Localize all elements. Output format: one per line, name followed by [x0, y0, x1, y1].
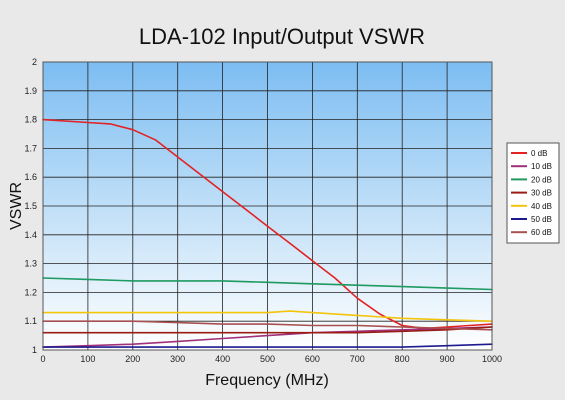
x-tick-label: 600 [305, 354, 320, 364]
y-tick-label: 1 [32, 345, 37, 355]
legend-label: 10 dB [531, 162, 552, 171]
x-tick-label: 400 [215, 354, 230, 364]
y-tick-label: 1.7 [24, 143, 37, 153]
series-line-20-db [42, 277, 493, 291]
legend-label: 50 dB [531, 215, 552, 224]
legend-label: 40 dB [531, 202, 552, 211]
y-tick-label: 1.8 [24, 115, 37, 125]
legend-label: 20 dB [531, 175, 552, 184]
series-lines [42, 118, 493, 348]
y-tick-label: 2 [32, 57, 37, 67]
y-axis-ticks: 1 1.1 1.2 1.3 1.4 1.5 1.6 1.7 1.8 1.9 2 [24, 57, 37, 355]
x-axis-label: Frequency (MHz) [205, 372, 329, 389]
series-line-40-db [42, 310, 493, 322]
series-line-10-db [42, 326, 493, 348]
x-tick-label: 0 [40, 354, 45, 364]
y-tick-label: 1.2 [24, 287, 37, 297]
y-axis-label: VSWR [8, 182, 25, 230]
y-tick-label: 1.3 [24, 259, 37, 269]
plot-border [42, 61, 493, 351]
legend-label: 30 dB [531, 189, 552, 198]
x-tick-label: 100 [80, 354, 95, 364]
legend: 0 dB 10 dB 20 dB 30 dB 40 dB 50 dB 60 dB [506, 142, 560, 244]
x-tick-label: 900 [440, 354, 455, 364]
y-tick-label: 1.4 [24, 230, 37, 240]
x-tick-label: 700 [350, 354, 365, 364]
y-tick-label: 1.1 [24, 316, 37, 326]
chart-title: LDA-102 Input/Output VSWR [139, 24, 425, 49]
y-tick-label: 1.5 [24, 201, 37, 211]
series-line-50-db [42, 343, 493, 348]
x-tick-label: 500 [260, 354, 275, 364]
y-tick-label: 1.6 [24, 172, 37, 182]
x-tick-label: 300 [170, 354, 185, 364]
series-line-30-db [42, 326, 493, 334]
series-line-60-db [42, 320, 493, 331]
legend-label: 0 dB [531, 149, 547, 158]
x-axis-ticks: 0 100 200 300 400 500 600 700 800 900 1000 [40, 354, 502, 364]
legend-label: 60 dB [531, 228, 552, 237]
x-tick-label: 200 [125, 354, 140, 364]
x-tick-label: 800 [395, 354, 410, 364]
y-tick-label: 1.9 [24, 86, 37, 96]
x-tick-label: 1000 [482, 354, 502, 364]
